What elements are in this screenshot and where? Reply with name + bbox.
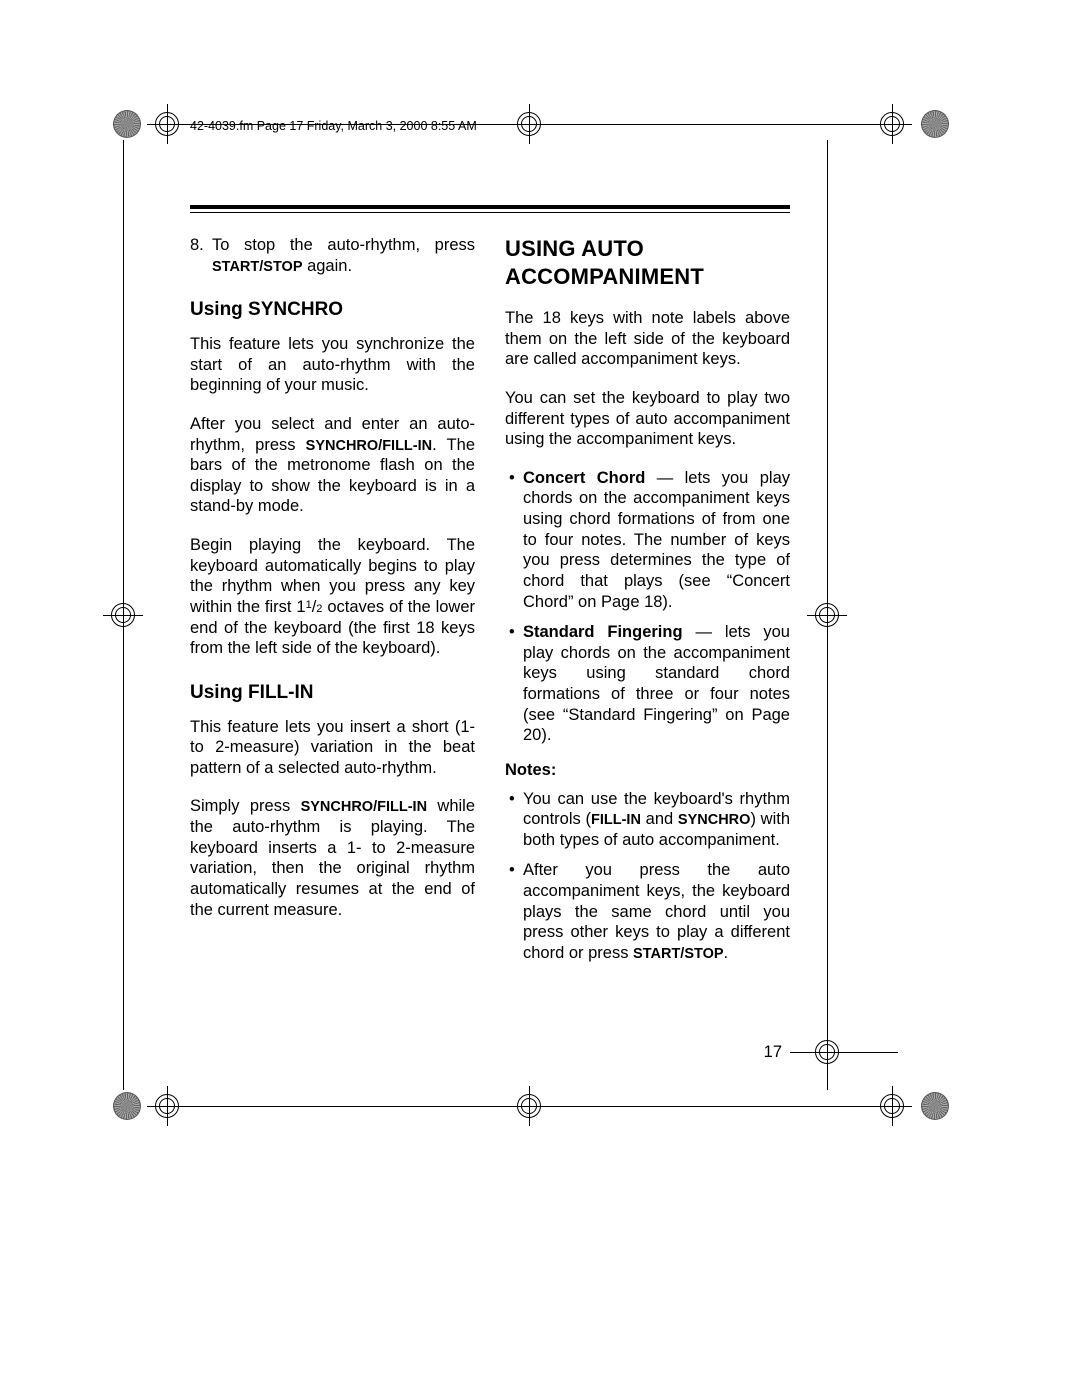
registration-icon [815, 1040, 839, 1064]
paragraph: You can set the keyboard to play two dif… [505, 388, 790, 450]
bold-text: Standard Fingering [523, 623, 683, 641]
bold-text: SYNCHRO/FILL-IN [306, 438, 432, 454]
crop-line [838, 1052, 898, 1053]
right-column: USING AUTO ACCOMPANIMENT The 18 keys wit… [505, 235, 790, 978]
list-item: Standard Fingering — lets you play chord… [523, 622, 790, 746]
text: and [641, 810, 678, 828]
notes-heading: Notes: [505, 760, 790, 781]
paragraph: Simply press SYNCHRO/FILL-IN while the a… [190, 796, 475, 920]
paragraph: The 18 keys with note labels above them … [505, 308, 790, 370]
registration-icon [880, 112, 904, 136]
text: USING AUTO [505, 236, 644, 261]
crop-line [827, 140, 828, 1090]
knurl-icon [921, 1092, 949, 1120]
text: . [724, 944, 729, 962]
text: — lets you play chords on the accompanim… [523, 469, 790, 611]
paragraph: Begin playing the keyboard. The keyboard… [190, 535, 475, 659]
registration-icon [517, 1094, 541, 1118]
list-item: You can use the keyboard's rhythm contro… [523, 789, 790, 851]
step-8: 8. To stop the auto-rhythm, press START/… [190, 235, 475, 276]
top-rule [190, 212, 790, 213]
paragraph: This feature lets you synchronize the st… [190, 334, 475, 396]
accomp-type-list: Concert Chord — lets you play chords on … [505, 468, 790, 746]
knurl-icon [921, 110, 949, 138]
notes-list: You can use the keyboard's rhythm contro… [505, 789, 790, 964]
text: while the auto-rhythm is playing. The ke… [190, 797, 475, 918]
left-column: 8. To stop the auto-rhythm, press START/… [190, 235, 475, 978]
bold-text: FILL-IN [591, 812, 641, 828]
bold-text: SYNCHRO [678, 812, 751, 828]
top-rule [190, 205, 790, 209]
knurl-icon [113, 110, 141, 138]
list-item: Concert Chord — lets you play chords on … [523, 468, 790, 612]
crop-line [790, 1052, 816, 1053]
registration-icon [155, 112, 179, 136]
step-number: 8. [190, 235, 212, 276]
page: 42-4039.fm Page 17 Friday, March 3, 2000… [0, 0, 1080, 1397]
step-text: To stop the auto-rhythm, press START/STO… [212, 235, 475, 276]
page-number: 17 [764, 1043, 782, 1062]
registration-icon [155, 1094, 179, 1118]
registration-icon [517, 112, 541, 136]
paragraph: This feature lets you insert a short (1-… [190, 717, 475, 779]
bold-text: SYNCHRO/FILL-IN [301, 799, 427, 815]
text: Simply press [190, 797, 301, 815]
heading-synchro: Using SYNCHRO [190, 298, 475, 322]
crop-line [123, 140, 124, 1090]
list-item: After you press the auto accompaniment k… [523, 860, 790, 963]
knurl-icon [113, 1092, 141, 1120]
bold-text: START/STOP [212, 259, 303, 275]
bold-text: Concert Chord [523, 469, 645, 487]
header-filename: 42-4039.fm Page 17 Friday, March 3, 2000… [190, 119, 477, 133]
body-columns: 8. To stop the auto-rhythm, press START/… [190, 235, 790, 978]
text: again. [303, 257, 353, 275]
text: — lets you play chords on the accompanim… [523, 623, 790, 744]
paragraph: After you select and enter an auto-rhyth… [190, 414, 475, 517]
heading-fillin: Using FILL-IN [190, 681, 475, 705]
text: ACCOMPANIMENT [505, 264, 704, 289]
bold-text: START/STOP [633, 946, 724, 962]
heading-auto-accomp: USING AUTO ACCOMPANIMENT [505, 235, 790, 290]
text: To stop the auto-rhythm, press [212, 236, 475, 254]
registration-icon [880, 1094, 904, 1118]
